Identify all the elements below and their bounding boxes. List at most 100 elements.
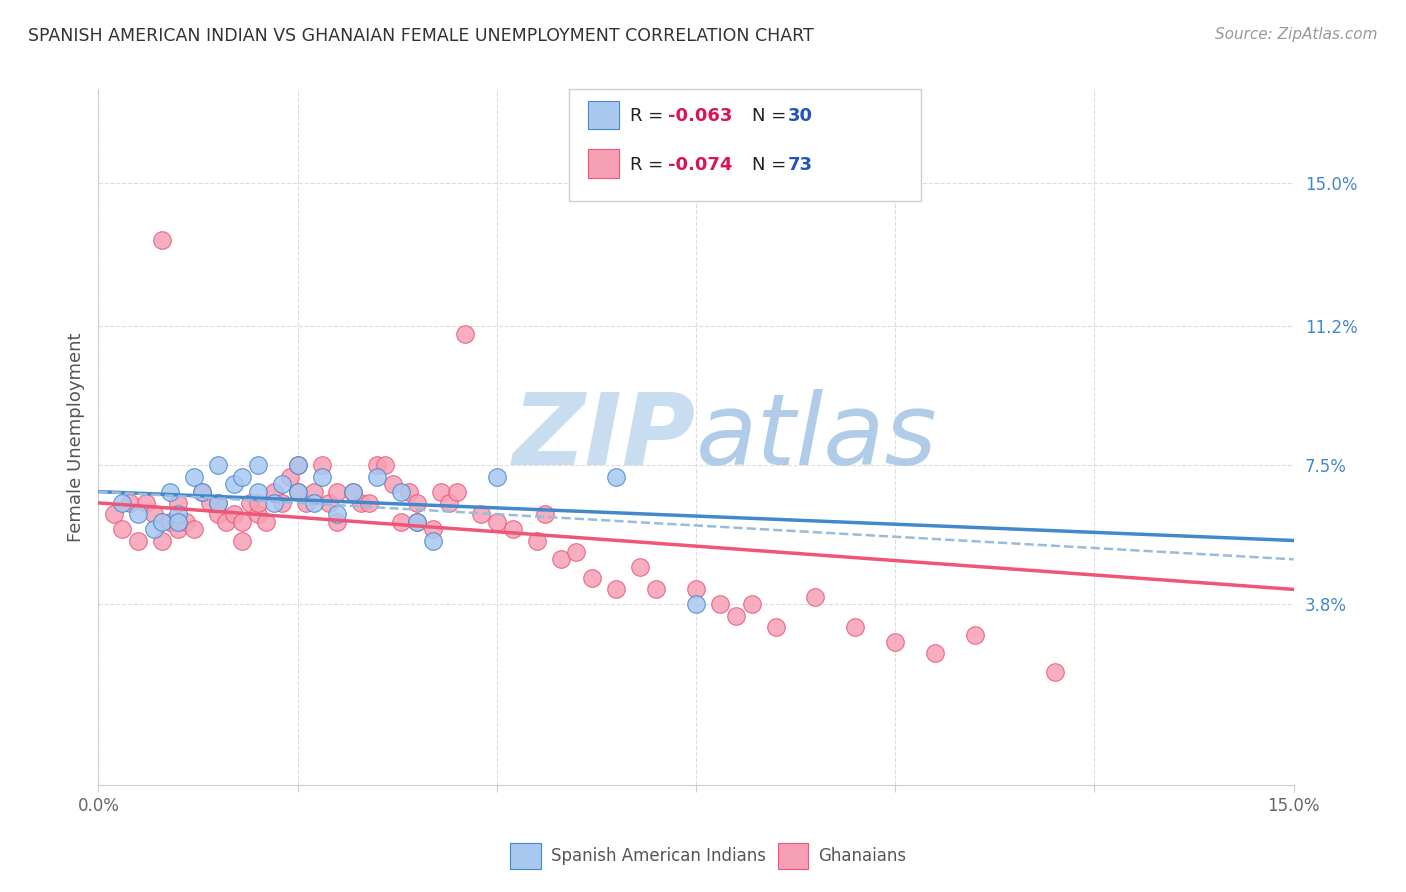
- Point: [120, 496, 142, 510]
- Point: [159, 515, 181, 529]
- Point: [685, 582, 707, 597]
- Point: [207, 496, 229, 510]
- Point: [231, 515, 253, 529]
- Point: [135, 496, 157, 510]
- Point: [239, 496, 262, 510]
- Text: ZIP: ZIP: [513, 389, 696, 485]
- Point: [191, 484, 214, 499]
- Point: [924, 646, 946, 660]
- Point: [342, 484, 364, 499]
- Point: [437, 496, 460, 510]
- Point: [127, 507, 149, 521]
- Point: [318, 496, 340, 510]
- Point: [884, 635, 907, 649]
- Point: [167, 515, 190, 529]
- Text: Ghanaians: Ghanaians: [818, 847, 907, 865]
- Point: [326, 484, 349, 499]
- Point: [246, 484, 269, 499]
- Point: [183, 469, 205, 483]
- Point: [422, 533, 444, 548]
- Point: [326, 515, 349, 529]
- Point: [198, 496, 221, 510]
- Point: [294, 496, 316, 510]
- Point: [366, 469, 388, 483]
- Text: SPANISH AMERICAN INDIAN VS GHANAIAN FEMALE UNEMPLOYMENT CORRELATION CHART: SPANISH AMERICAN INDIAN VS GHANAIAN FEMA…: [28, 27, 814, 45]
- Y-axis label: Female Unemployment: Female Unemployment: [66, 333, 84, 541]
- Point: [167, 507, 190, 521]
- Point: [263, 496, 285, 510]
- Point: [167, 522, 190, 536]
- Point: [287, 484, 309, 499]
- Point: [150, 515, 173, 529]
- Point: [150, 533, 173, 548]
- Point: [302, 496, 325, 510]
- Point: [446, 484, 468, 499]
- Point: [685, 598, 707, 612]
- Point: [581, 571, 603, 585]
- Point: [246, 458, 269, 473]
- Point: [526, 533, 548, 548]
- Text: -0.063: -0.063: [668, 107, 733, 125]
- Point: [565, 545, 588, 559]
- Point: [174, 515, 197, 529]
- Point: [454, 326, 477, 341]
- Text: Spanish American Indians: Spanish American Indians: [551, 847, 766, 865]
- Point: [1043, 665, 1066, 680]
- Point: [302, 484, 325, 499]
- Text: 73: 73: [787, 156, 813, 174]
- Text: 30: 30: [787, 107, 813, 125]
- Point: [406, 515, 429, 529]
- Point: [191, 484, 214, 499]
- Point: [366, 458, 388, 473]
- Point: [103, 507, 125, 521]
- Point: [382, 477, 405, 491]
- Point: [231, 469, 253, 483]
- Point: [143, 507, 166, 521]
- Point: [278, 469, 301, 483]
- Point: [287, 484, 309, 499]
- Point: [150, 233, 173, 247]
- Point: [246, 507, 269, 521]
- Point: [159, 484, 181, 499]
- Point: [605, 582, 627, 597]
- Point: [470, 507, 492, 521]
- Text: N =: N =: [752, 107, 792, 125]
- Point: [844, 620, 866, 634]
- Text: R =: R =: [630, 107, 669, 125]
- Point: [485, 469, 508, 483]
- Point: [183, 522, 205, 536]
- Point: [222, 477, 245, 491]
- Point: [406, 515, 429, 529]
- Point: [254, 515, 277, 529]
- Point: [406, 496, 429, 510]
- Point: [389, 484, 412, 499]
- Text: Source: ZipAtlas.com: Source: ZipAtlas.com: [1215, 27, 1378, 42]
- Point: [207, 507, 229, 521]
- Point: [287, 458, 309, 473]
- Point: [111, 496, 134, 510]
- Text: R =: R =: [630, 156, 669, 174]
- Point: [374, 458, 396, 473]
- Point: [311, 458, 333, 473]
- Point: [263, 484, 285, 499]
- Point: [311, 469, 333, 483]
- Point: [326, 507, 349, 521]
- Point: [246, 496, 269, 510]
- Point: [111, 522, 134, 536]
- Point: [222, 507, 245, 521]
- Point: [605, 469, 627, 483]
- Point: [628, 559, 651, 574]
- Point: [765, 620, 787, 634]
- Point: [724, 608, 747, 623]
- Point: [533, 507, 555, 521]
- Point: [350, 496, 373, 510]
- Point: [359, 496, 381, 510]
- Point: [167, 496, 190, 510]
- Text: -0.074: -0.074: [668, 156, 733, 174]
- Point: [804, 590, 827, 604]
- Point: [143, 522, 166, 536]
- Point: [270, 496, 292, 510]
- Point: [398, 484, 420, 499]
- Point: [287, 458, 309, 473]
- Point: [430, 484, 453, 499]
